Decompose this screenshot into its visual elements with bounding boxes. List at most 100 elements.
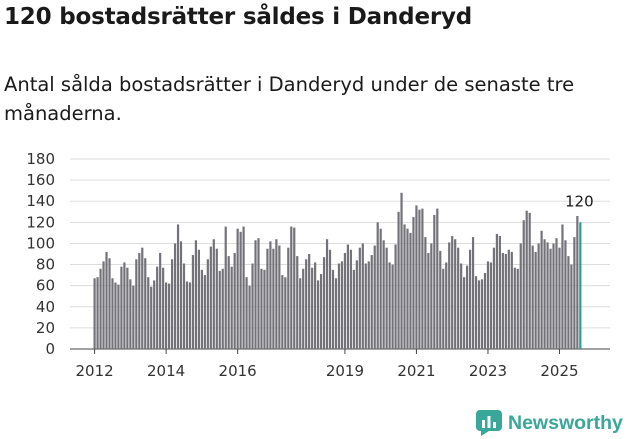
bar [224, 226, 227, 349]
bar [534, 251, 537, 349]
bar [257, 238, 260, 349]
bar [120, 266, 123, 349]
x-tick-label: 2021 [397, 362, 435, 380]
bar [290, 226, 293, 349]
bar [451, 236, 454, 349]
bar [179, 241, 183, 349]
bar [552, 243, 555, 349]
bar [361, 243, 364, 349]
bar [510, 251, 513, 349]
bar [317, 280, 320, 349]
bar [513, 267, 516, 349]
bar [570, 264, 573, 349]
bar [463, 277, 466, 349]
bar [111, 278, 114, 349]
bar [129, 279, 132, 349]
bar [448, 242, 451, 349]
bar [543, 239, 546, 349]
x-tick-label: 2025 [540, 362, 578, 380]
bar [445, 262, 448, 349]
bar [138, 252, 141, 349]
bar [558, 247, 561, 349]
bar [221, 268, 224, 349]
bar [150, 286, 153, 349]
bar [430, 243, 433, 349]
y-tick-label: 160 [26, 171, 55, 189]
bar [227, 256, 230, 349]
bar [96, 277, 99, 349]
bar [218, 270, 221, 349]
bar [209, 246, 212, 349]
bar [516, 268, 519, 349]
bar [242, 226, 245, 349]
bar [328, 249, 332, 349]
bar [364, 263, 367, 349]
bar [245, 277, 248, 349]
bar [176, 224, 180, 349]
x-tick-label: 2023 [469, 362, 507, 380]
bar [325, 239, 329, 349]
bar [501, 252, 504, 349]
bar [466, 265, 469, 349]
bar [379, 228, 382, 349]
y-tick-label: 80 [36, 256, 55, 274]
bar [93, 278, 96, 349]
bar [153, 280, 156, 349]
bar [522, 220, 525, 349]
chart-title: 120 bostadsrätter såldes i Danderyd [4, 4, 473, 30]
bar [263, 269, 266, 349]
bar [376, 222, 379, 349]
x-tick-label: 2019 [326, 362, 364, 380]
bar [278, 245, 281, 349]
bar [388, 262, 391, 349]
bar [412, 217, 415, 349]
bar [486, 261, 490, 349]
bar [531, 245, 534, 349]
bar [236, 228, 239, 349]
bar [132, 285, 135, 349]
bar [474, 276, 478, 349]
bar [185, 281, 189, 349]
bar [489, 262, 493, 349]
bar [144, 258, 147, 349]
bar [519, 243, 522, 349]
bar [403, 224, 406, 349]
bar [126, 267, 129, 349]
bar [203, 275, 206, 349]
bar [248, 285, 251, 349]
bar [114, 282, 117, 349]
bar [260, 268, 263, 349]
brand-logo[interactable]: Newsworthy [476, 408, 623, 438]
bar [305, 259, 308, 349]
bar [254, 240, 257, 349]
bar [504, 254, 507, 349]
bar [302, 268, 305, 349]
x-tick-label: 2016 [219, 362, 257, 380]
bar [477, 280, 481, 349]
bar [299, 278, 302, 349]
bar [147, 277, 150, 349]
brand-name: Newsworthy [508, 411, 623, 434]
bar [442, 268, 445, 349]
bar [564, 240, 567, 349]
bar [311, 267, 314, 349]
bar [528, 212, 531, 349]
bar [471, 237, 475, 349]
bar [191, 255, 195, 349]
bar [367, 261, 370, 349]
bar [212, 239, 215, 349]
bar [561, 224, 564, 349]
bar [168, 283, 171, 349]
bar [427, 252, 430, 349]
bar [439, 250, 442, 349]
bar [308, 254, 311, 349]
bar [460, 263, 463, 349]
bar [537, 243, 540, 349]
bar [251, 263, 254, 349]
bar [397, 211, 400, 349]
bar [540, 230, 543, 349]
y-tick-label: 140 [26, 192, 55, 210]
bar [567, 256, 570, 349]
bar [340, 261, 344, 349]
x-tick-label: 2014 [147, 362, 185, 380]
